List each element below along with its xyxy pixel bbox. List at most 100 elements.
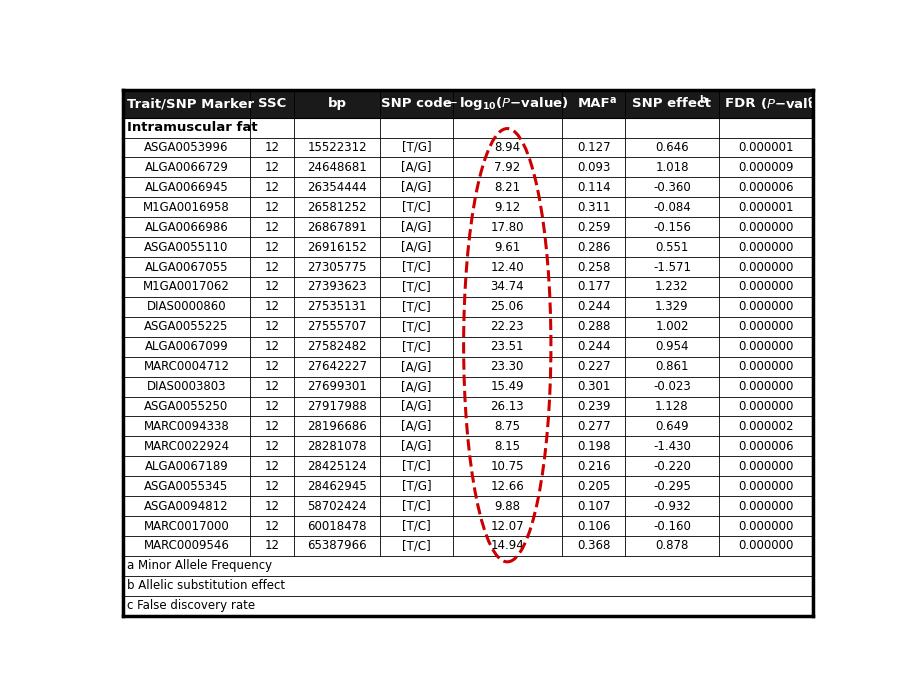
Text: DIAS0003803: DIAS0003803 — [147, 380, 226, 393]
Text: [T/C]: [T/C] — [402, 540, 431, 552]
Text: M1GA0017062: M1GA0017062 — [143, 280, 230, 294]
Bar — [122, 217, 813, 237]
Text: -0.220: -0.220 — [653, 460, 691, 473]
Text: 0.861: 0.861 — [656, 360, 688, 373]
Text: SSC: SSC — [258, 97, 287, 110]
Text: 1.018: 1.018 — [656, 161, 688, 174]
Text: -0.360: -0.360 — [653, 181, 691, 194]
Text: ASGA0094812: ASGA0094812 — [144, 500, 229, 512]
Text: 28462945: 28462945 — [307, 480, 367, 493]
Bar — [122, 396, 813, 417]
Text: 12: 12 — [265, 201, 279, 214]
Text: 22.23: 22.23 — [490, 320, 524, 333]
Bar — [122, 476, 813, 496]
Text: 0.000000: 0.000000 — [739, 240, 793, 254]
Text: ASGA0055110: ASGA0055110 — [144, 240, 228, 254]
Text: -1.430: -1.430 — [653, 440, 691, 453]
Text: 10.75: 10.75 — [490, 460, 524, 473]
Text: 0.239: 0.239 — [577, 400, 611, 413]
Text: 24648681: 24648681 — [307, 161, 367, 174]
Text: -0.023: -0.023 — [653, 380, 691, 393]
Text: 12: 12 — [265, 540, 279, 552]
Text: 12: 12 — [265, 221, 279, 233]
Text: 0.244: 0.244 — [577, 340, 611, 353]
Text: 14.94: 14.94 — [490, 540, 524, 552]
Text: 8.75: 8.75 — [494, 420, 520, 433]
Text: -0.295: -0.295 — [653, 480, 691, 493]
Text: 0.000000: 0.000000 — [739, 519, 793, 533]
Text: 27699301: 27699301 — [307, 380, 367, 393]
Text: c False discovery rate: c False discovery rate — [127, 599, 255, 612]
Text: 12: 12 — [265, 440, 279, 453]
Text: 12.07: 12.07 — [490, 519, 524, 533]
Text: 27917988: 27917988 — [307, 400, 367, 413]
Text: Intramuscular fat: Intramuscular fat — [127, 121, 257, 134]
Text: ASGA0055250: ASGA0055250 — [144, 400, 228, 413]
Text: 12: 12 — [265, 360, 279, 373]
Bar — [122, 496, 813, 516]
Text: 12: 12 — [265, 320, 279, 333]
Text: 58702424: 58702424 — [308, 500, 367, 512]
Text: 26354444: 26354444 — [307, 181, 367, 194]
Bar — [122, 596, 813, 616]
Text: ALGA0067055: ALGA0067055 — [145, 261, 228, 273]
Bar — [122, 277, 813, 297]
Text: 26.13: 26.13 — [490, 400, 524, 413]
Text: 0.000000: 0.000000 — [739, 320, 793, 333]
Bar — [122, 436, 813, 456]
Text: -0.084: -0.084 — [653, 201, 691, 214]
Text: [A/G]: [A/G] — [402, 221, 432, 233]
Text: 27535131: 27535131 — [308, 301, 367, 313]
Text: 12: 12 — [265, 280, 279, 294]
Text: SNP code: SNP code — [381, 97, 452, 110]
Text: 25.06: 25.06 — [490, 301, 524, 313]
Text: 0.177: 0.177 — [577, 280, 611, 294]
Text: [A/G]: [A/G] — [402, 360, 432, 373]
Bar — [122, 356, 813, 377]
Text: -0.932: -0.932 — [653, 500, 691, 512]
Bar — [122, 556, 813, 576]
Text: 0.288: 0.288 — [577, 320, 610, 333]
Text: DIAS0000860: DIAS0000860 — [147, 301, 226, 313]
Text: 28425124: 28425124 — [307, 460, 367, 473]
Text: 8.94: 8.94 — [494, 141, 520, 154]
Text: [T/G]: [T/G] — [402, 141, 431, 154]
Text: 26916152: 26916152 — [307, 240, 367, 254]
Text: Trait/SNP Marker: Trait/SNP Marker — [127, 97, 254, 110]
Text: 0.000002: 0.000002 — [738, 420, 793, 433]
Bar — [122, 257, 813, 277]
Text: 0.000001: 0.000001 — [738, 141, 793, 154]
Text: 27642227: 27642227 — [307, 360, 367, 373]
Text: [A/G]: [A/G] — [402, 181, 432, 194]
Text: 0.954: 0.954 — [656, 340, 688, 353]
Bar — [122, 138, 813, 157]
Text: 0.114: 0.114 — [577, 181, 611, 194]
Text: [T/C]: [T/C] — [402, 280, 431, 294]
Text: [A/G]: [A/G] — [402, 420, 432, 433]
Text: a Minor Allele Frequency: a Minor Allele Frequency — [127, 559, 272, 572]
Text: 0.000001: 0.000001 — [738, 201, 793, 214]
Text: [A/G]: [A/G] — [402, 400, 432, 413]
Text: 0.649: 0.649 — [656, 420, 688, 433]
Text: MARC0004712: MARC0004712 — [143, 360, 229, 373]
Text: 0.106: 0.106 — [577, 519, 611, 533]
Text: 27555707: 27555707 — [308, 320, 367, 333]
Text: 12: 12 — [265, 519, 279, 533]
Text: ALGA0066945: ALGA0066945 — [144, 181, 228, 194]
Text: [T/C]: [T/C] — [402, 460, 431, 473]
Text: ASGA0055345: ASGA0055345 — [144, 480, 228, 493]
Text: MARC0017000: MARC0017000 — [143, 519, 229, 533]
Text: [T/C]: [T/C] — [402, 261, 431, 273]
Bar — [122, 237, 813, 257]
Text: 23.51: 23.51 — [490, 340, 524, 353]
Text: [A/G]: [A/G] — [402, 240, 432, 254]
Text: 0.198: 0.198 — [577, 440, 611, 453]
Text: 12: 12 — [265, 480, 279, 493]
Text: [T/C]: [T/C] — [402, 301, 431, 313]
Text: [T/C]: [T/C] — [402, 500, 431, 512]
Text: 8.21: 8.21 — [494, 181, 520, 194]
Bar — [122, 178, 813, 197]
Text: 0.301: 0.301 — [577, 380, 610, 393]
Text: 1.002: 1.002 — [656, 320, 688, 333]
Text: 0.000000: 0.000000 — [739, 280, 793, 294]
